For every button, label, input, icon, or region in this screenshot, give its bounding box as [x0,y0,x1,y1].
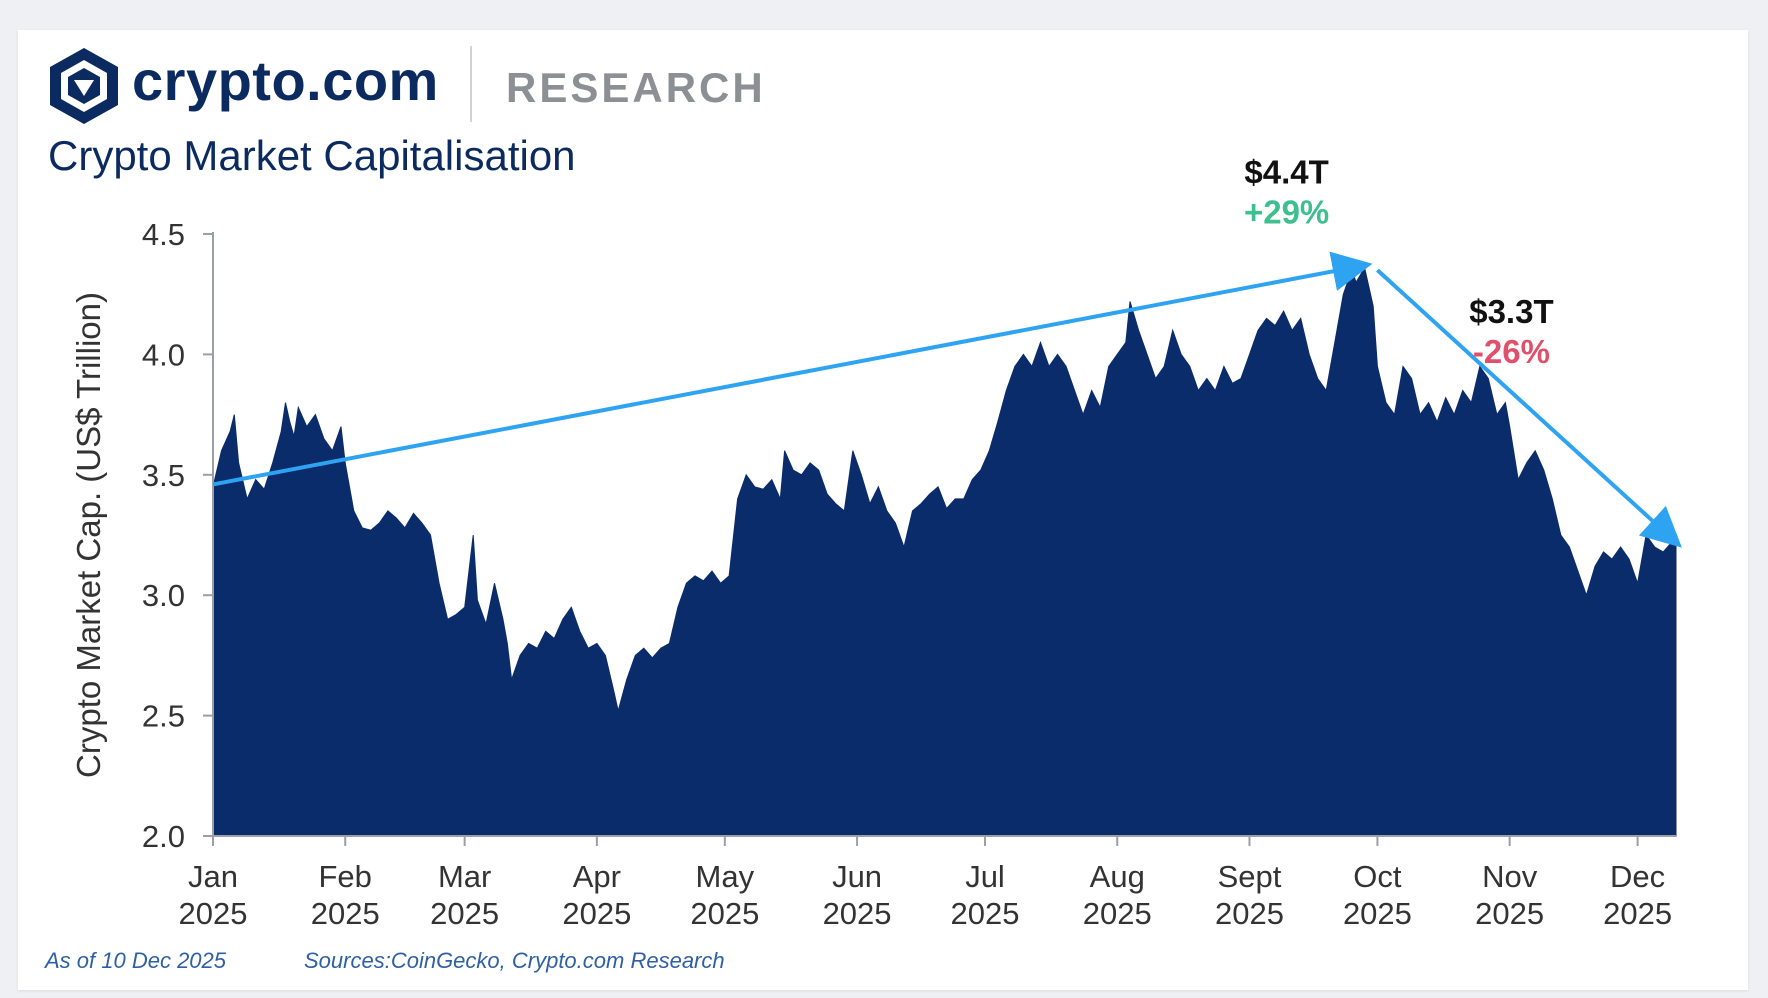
header-divider [470,46,472,122]
brand-name: crypto.com [132,49,439,112]
section-label: RESEARCH [506,64,766,111]
market-cap-area [212,266,1677,837]
x-tick-month: Feb [319,859,372,894]
chart-title: Crypto Market Capitalisation [48,132,576,179]
y-tick-label: 4.0 [142,337,185,372]
x-tick-month: Jun [832,859,882,894]
x-tick-month: Oct [1353,859,1402,894]
x-tick-month: May [696,859,755,894]
x-tick-year: 2025 [179,896,248,931]
x-tick-month: Jan [188,859,238,894]
x-tick-month: Aug [1090,859,1145,894]
y-tick-label: 3.5 [142,458,185,493]
x-tick-year: 2025 [1603,896,1672,931]
as-of-date: As of 10 Dec 2025 [45,948,227,973]
x-tick-month: Apr [573,859,621,894]
x-tick-month: Jul [965,859,1005,894]
x-tick-year: 2025 [562,896,631,931]
x-tick-year: 2025 [1343,896,1412,931]
x-tick-year: 2025 [1083,896,1152,931]
sources-note: Sources:CoinGecko, Crypto.com Research [304,948,725,973]
x-tick-year: 2025 [951,896,1020,931]
x-tick-month: Sept [1218,859,1282,894]
crypto-com-logo-icon [48,46,120,126]
annotation-value: $4.4T [1244,153,1328,190]
y-tick-label: 3.0 [142,578,185,613]
annotation-change: +29% [1244,193,1329,230]
x-tick-year: 2025 [1475,896,1544,931]
y-tick-label: 2.5 [142,699,185,734]
annotation-value: $3.3T [1469,293,1553,330]
annotation-change: -26% [1473,333,1550,370]
x-tick-year: 2025 [823,896,892,931]
y-axis-label: Crypto Market Cap. (US$ Trillion) [70,292,107,778]
x-tick-month: Mar [438,859,491,894]
trend-arrow [212,251,1373,487]
x-tick-month: Dec [1610,859,1665,894]
x-tick-year: 2025 [311,896,380,931]
x-tick-year: 2025 [430,896,499,931]
x-tick-month: Nov [1482,859,1538,894]
y-tick-label: 2.0 [142,819,185,854]
x-tick-year: 2025 [1215,896,1284,931]
x-tick-year: 2025 [690,896,759,931]
trend-arrow [1376,268,1682,548]
y-tick-label: 4.5 [142,217,185,252]
